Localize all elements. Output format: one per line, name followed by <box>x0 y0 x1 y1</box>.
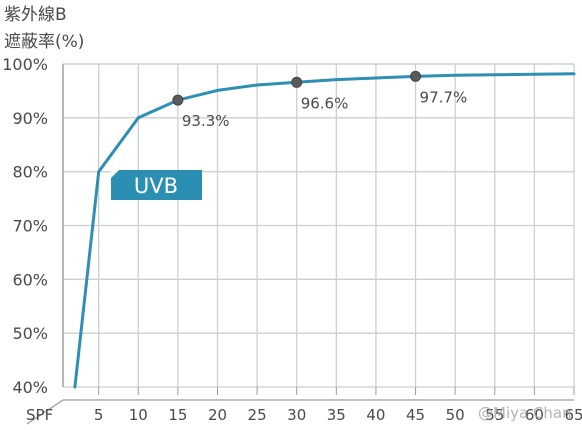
x-tick-label-45: 45 <box>406 406 425 424</box>
data-point-15 <box>172 94 184 106</box>
y-tick-label-100: 100% <box>2 55 48 74</box>
chart-title-line1: 紫外線B <box>4 5 67 25</box>
x-axis-slant <box>26 399 64 425</box>
uvb-series-line <box>73 72 576 389</box>
chart-title-line2: 遮蔽率(%) <box>4 32 84 52</box>
y-tick-label-60: 60% <box>12 270 48 289</box>
x-tick-label-35: 35 <box>327 406 346 424</box>
y-tick-label-80: 80% <box>12 163 48 182</box>
tick-labels: 40% 50% 60% 70% 80% 90% 100% 5 10 15 20 25 30 35 40 45 5… <box>2 55 582 424</box>
data-label-30: 96.6% <box>301 94 349 112</box>
series-layer: UVB <box>73 70 576 389</box>
series-label-notch <box>111 170 119 178</box>
data-point-30 <box>291 76 303 88</box>
x-tick-label-30: 30 <box>287 406 306 424</box>
axes <box>26 63 575 425</box>
series-label-text: UVB <box>134 174 178 198</box>
x-tick-label-25: 25 <box>248 406 267 424</box>
x-tick-label-40: 40 <box>366 406 385 424</box>
x-tick-label-50: 50 <box>446 406 465 424</box>
y-tick-label-70: 70% <box>12 217 48 236</box>
x-axis-label: SPF <box>26 406 53 424</box>
data-label-15: 93.3% <box>182 112 230 130</box>
x-tick-label-60: 60 <box>525 406 544 424</box>
watermark: @Miya Chan <box>478 404 572 422</box>
x-tick-label-20: 20 <box>208 406 227 424</box>
y-tick-label-40: 40% <box>12 378 48 397</box>
series-label-box <box>111 170 202 200</box>
y-tick-label-90: 90% <box>12 109 48 128</box>
x-tick-label-10: 10 <box>129 406 148 424</box>
x-tick-label-65: 65 <box>564 406 582 424</box>
x-tick-label-15: 15 <box>168 406 187 424</box>
grid-lines <box>63 63 575 388</box>
x-tick-label-5: 5 <box>94 406 104 424</box>
data-label-45: 97.7% <box>420 88 468 106</box>
data-point-45 <box>410 70 422 82</box>
y-tick-label-50: 50% <box>12 324 48 343</box>
x-tick-label-55: 55 <box>485 406 504 424</box>
